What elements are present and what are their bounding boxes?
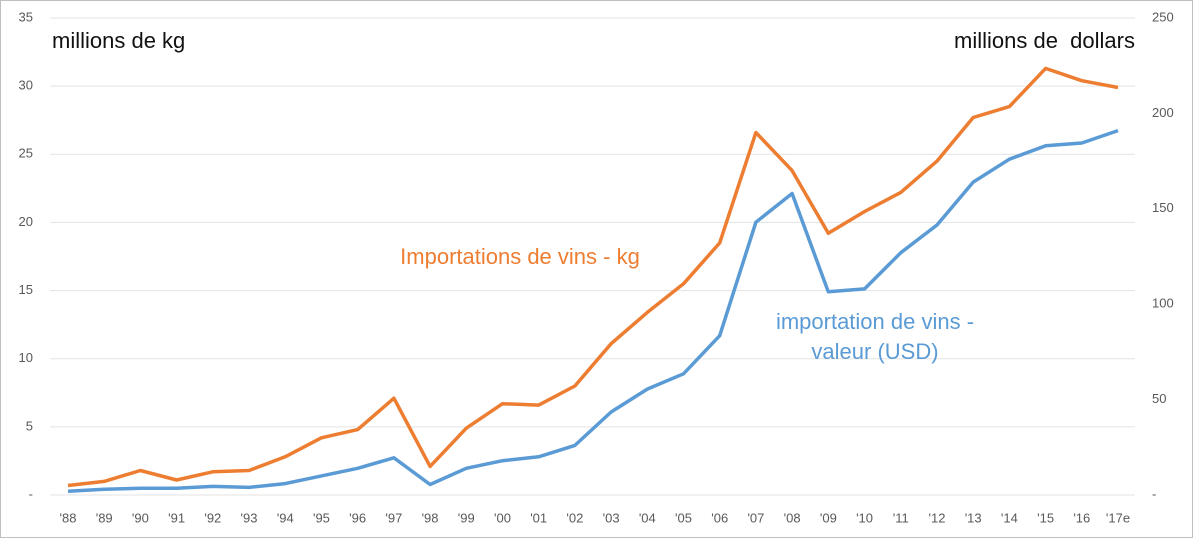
- y2-tick-label: 100: [1152, 296, 1174, 311]
- x-tick-label: '89: [96, 510, 113, 525]
- x-tick-label: '05: [675, 510, 692, 525]
- x-tick-label: '10: [856, 510, 873, 525]
- x-tick-label: '14: [1001, 510, 1018, 525]
- x-tick-label: '92: [204, 510, 221, 525]
- x-tick-label: '01: [530, 510, 547, 525]
- x-tick-label: '95: [313, 510, 330, 525]
- y-tick-label: 30: [19, 78, 33, 93]
- x-tick-label: '96: [349, 510, 366, 525]
- x-tick-label: '12: [928, 510, 945, 525]
- x-tick-label: '13: [965, 510, 982, 525]
- x-tick-label: '99: [458, 510, 475, 525]
- y-tick-label: -: [29, 486, 33, 501]
- x-tick-label: '04: [639, 510, 656, 525]
- x-tick-label: '02: [566, 510, 583, 525]
- y-tick-label: 20: [19, 214, 33, 229]
- right-axis-unit: millions de dollars: [954, 28, 1135, 53]
- x-tick-label: '93: [241, 510, 258, 525]
- y-tick-label: 15: [19, 282, 33, 297]
- y-tick-label: 35: [19, 9, 33, 24]
- x-tick-label: '16: [1073, 510, 1090, 525]
- y2-tick-label: 50: [1152, 391, 1166, 406]
- x-tick-label: '94: [277, 510, 294, 525]
- x-tick-label: '03: [603, 510, 620, 525]
- x-tick-label: '00: [494, 510, 511, 525]
- series-line: [67, 66, 1119, 488]
- x-tick-label: '91: [168, 510, 185, 525]
- series-label: importation de vins - valeur (USD): [775, 309, 975, 364]
- x-tick-label: '08: [784, 510, 801, 525]
- x-tick-label: '90: [132, 510, 149, 525]
- x-tick-label: '97: [385, 510, 402, 525]
- x-tick-label: '07: [747, 510, 764, 525]
- y-tick-label: 5: [26, 418, 33, 433]
- y2-tick-label: 200: [1152, 105, 1174, 120]
- y2-tick-label: 150: [1152, 200, 1174, 215]
- x-tick-label: '09: [820, 510, 837, 525]
- x-tick-label: '98: [422, 510, 439, 525]
- series-line: [67, 128, 1119, 493]
- y-tick-label: 25: [19, 146, 33, 161]
- y2-tick-label: -: [1152, 486, 1156, 501]
- x-tick-label: '06: [711, 510, 728, 525]
- x-tick-label: '15: [1037, 510, 1054, 525]
- left-axis-unit: millions de kg: [52, 28, 185, 53]
- x-tick-label: '11: [893, 510, 909, 525]
- x-tick-label: '17e: [1106, 510, 1130, 525]
- x-tick-label: '88: [60, 510, 77, 525]
- y2-tick-label: 250: [1152, 9, 1174, 24]
- series-label: Importations de vins - kg: [400, 244, 640, 269]
- y-tick-label: 10: [19, 350, 33, 365]
